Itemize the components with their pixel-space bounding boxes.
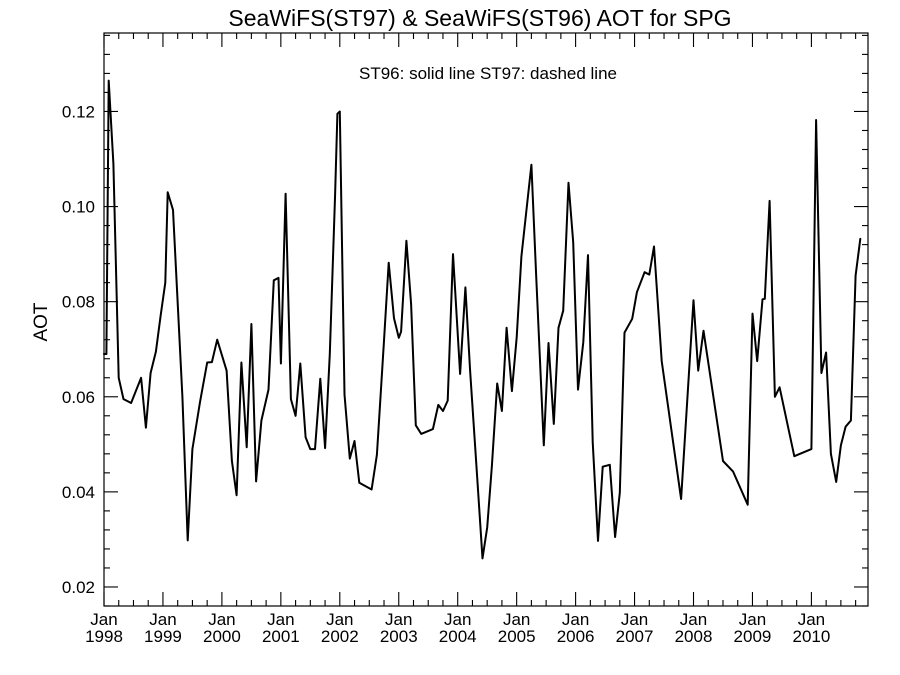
- axis-ticks: [103, 33, 868, 607]
- y-tick-label: 0.06: [62, 388, 95, 407]
- x-tick-label-year: 2007: [616, 627, 654, 646]
- x-tick-label-month: Jan: [562, 610, 589, 629]
- x-tick-label-month: Jan: [267, 610, 294, 629]
- chart-title: SeaWiFS(ST97) & SeaWiFS(ST96) AOT for SP…: [228, 5, 731, 31]
- x-tick-label-month: Jan: [680, 610, 707, 629]
- legend-annotation: ST96: solid line ST97: dashed line: [359, 64, 617, 83]
- x-tick-label-year: 2003: [380, 627, 418, 646]
- y-tick-label: 0.04: [62, 483, 95, 502]
- y-axis-label: AOT: [31, 302, 52, 341]
- x-tick-label-month: Jan: [503, 610, 530, 629]
- x-tick-label-year: 2009: [734, 627, 772, 646]
- x-tick-label-month: Jan: [326, 610, 353, 629]
- x-tick-label-year: 2000: [203, 627, 241, 646]
- x-tick-label-year: 2005: [498, 627, 536, 646]
- x-tick-label-year: 2001: [262, 627, 300, 646]
- series-line-st96: [103, 79, 862, 560]
- y-tick-labels: 0.02 0.04 0.06 0.08 0.10 0.12: [62, 102, 95, 597]
- x-tick-label-month: Jan: [739, 610, 766, 629]
- y-tick-label: 0.10: [62, 198, 95, 217]
- x-tick-label-month: Jan: [385, 610, 412, 629]
- x-tick-label-year: 1999: [144, 627, 182, 646]
- x-tick-label-month: Jan: [149, 610, 176, 629]
- x-tick-label-year: 2010: [792, 627, 830, 646]
- y-tick-label: 0.02: [62, 578, 95, 597]
- x-tick-label-month: Jan: [798, 610, 825, 629]
- x-tick-labels: Jan1998Jan1999Jan2000Jan2001Jan2002Jan20…: [85, 610, 830, 646]
- x-tick-label-year: 2006: [557, 627, 595, 646]
- series-layer: [103, 79, 862, 560]
- x-tick-label-year: 2008: [675, 627, 713, 646]
- x-tick-label-month: Jan: [621, 610, 648, 629]
- x-tick-label-year: 2002: [321, 627, 359, 646]
- y-tick-label: 0.08: [62, 293, 95, 312]
- y-tick-label: 0.12: [62, 102, 95, 121]
- x-tick-label-month: Jan: [208, 610, 235, 629]
- x-tick-label-month: Jan: [90, 610, 117, 629]
- plot-frame: [103, 32, 869, 607]
- x-tick-label-year: 1998: [85, 627, 123, 646]
- x-tick-label-month: Jan: [444, 610, 471, 629]
- x-tick-label-year: 2004: [439, 627, 477, 646]
